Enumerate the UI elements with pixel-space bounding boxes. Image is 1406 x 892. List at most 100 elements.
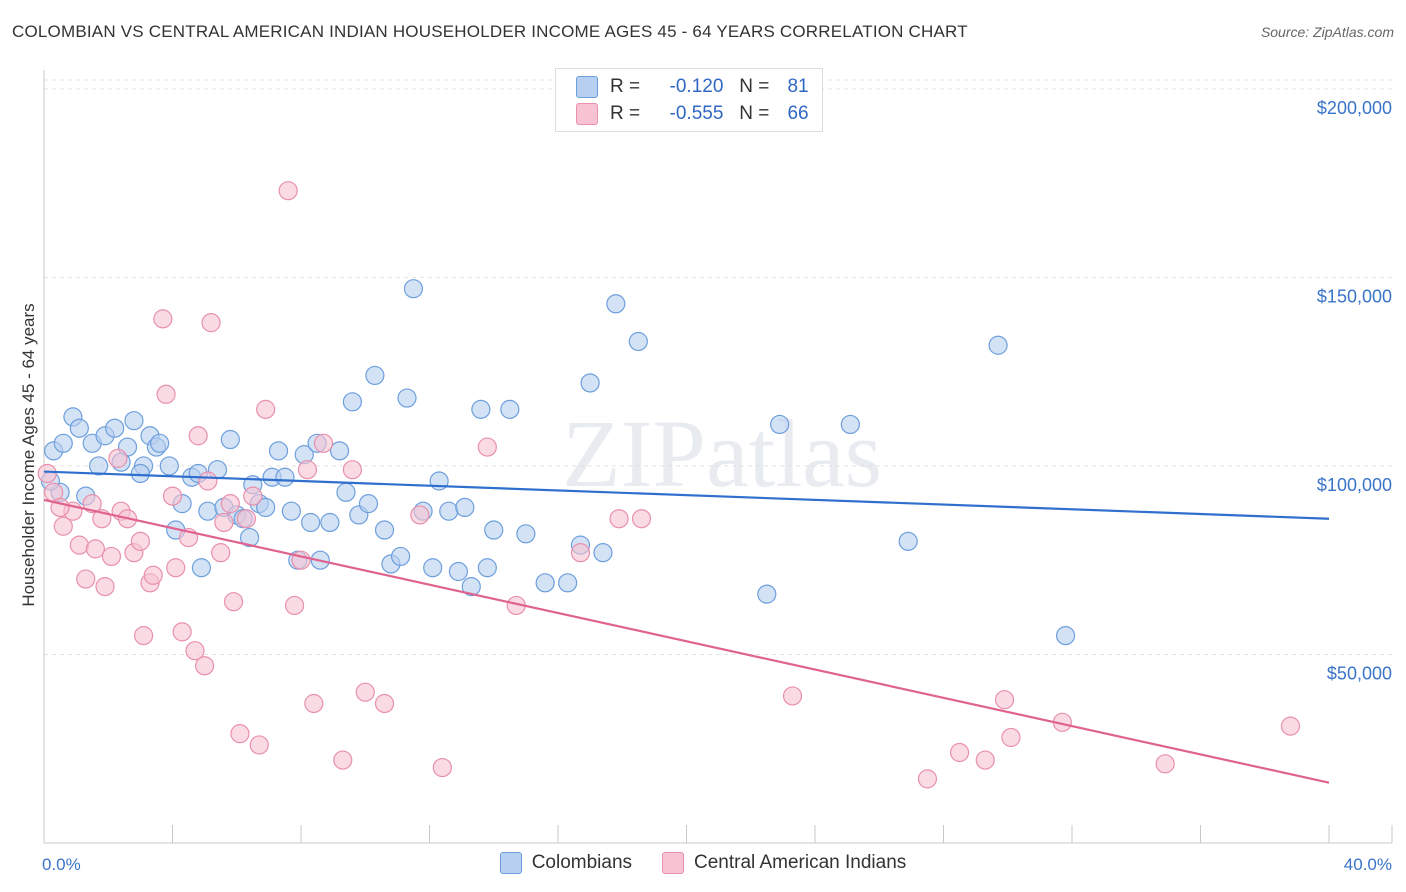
colombian-point: [281, 501, 301, 521]
colombian-trend-line: [43, 470, 1330, 520]
central-american-indian-point: [214, 512, 234, 533]
colombian-point: [898, 531, 918, 551]
central-american-indian-point: [236, 509, 256, 529]
series-legend: Colombians Central American Indians: [0, 852, 1406, 874]
legend-r-label: R =: [610, 103, 641, 124]
x-tick-label-max: 40.0%: [1344, 855, 1392, 874]
central-american-indian-point: [130, 531, 150, 551]
series-legend-colombians: Colombians: [499, 852, 633, 874]
central-american-indian-point: [949, 742, 970, 763]
central-american-indian-point: [188, 426, 208, 446]
source-label: Source: ZipAtlas.com: [1260, 24, 1394, 40]
series-legend-label: Colombians: [531, 852, 633, 873]
colombian-points: [40, 279, 1076, 646]
y-tick-label: $200,000: [1317, 98, 1392, 118]
central-american-indian-point: [917, 769, 938, 789]
y-axis-label: Householder Income Ages 45 - 64 years: [19, 303, 38, 606]
central-american-indian-point: [76, 569, 96, 589]
colombian-point: [53, 433, 73, 453]
colombian-point: [516, 524, 536, 544]
series-swatch-pink: [662, 852, 685, 874]
central-american-indian-point: [143, 565, 163, 585]
colombian-point: [69, 418, 89, 438]
colombian-point: [423, 558, 443, 578]
x-tick-label-min: 0.0%: [42, 855, 81, 874]
colombian-point: [159, 456, 179, 476]
central-american-indian-point: [278, 181, 298, 201]
legend-r-label: R =: [610, 76, 641, 97]
central-american-indian-point: [256, 399, 276, 419]
legend-n-value: 81: [787, 76, 809, 97]
central-american-indian-point: [477, 437, 497, 457]
colombian-point: [580, 373, 600, 393]
chart-title: COLOMBIAN VS CENTRAL AMERICAN INDIAN HOU…: [12, 22, 968, 41]
central-american-indian-point: [230, 724, 250, 744]
central-american-indian-point: [153, 309, 173, 329]
colombian-point: [390, 546, 411, 567]
legend-row-colombians: R = -0.120 N = 81: [576, 75, 809, 99]
colombian-point: [471, 399, 491, 419]
legend-swatch-pink: [576, 103, 598, 125]
colombian-point: [484, 520, 504, 540]
central-american-indian-point: [291, 550, 311, 570]
colombian-point: [757, 584, 777, 604]
central-american-indian-point: [782, 686, 803, 706]
colombian-point: [240, 527, 260, 548]
colombian-point: [275, 467, 295, 487]
central-american-indian-point: [994, 690, 1015, 710]
legend-n-value: 66: [787, 103, 809, 124]
colombian-point: [150, 433, 170, 453]
colombian-point: [535, 573, 555, 593]
colombian-point: [268, 441, 289, 461]
central-american-indian-point: [313, 433, 334, 453]
colombian-point: [397, 388, 417, 408]
legend-n-label: N =: [739, 103, 770, 124]
colombian-point: [448, 561, 469, 582]
colombian-point: [89, 456, 109, 476]
colombian-point: [1055, 626, 1076, 646]
legend-r-value: -0.555: [669, 103, 724, 124]
colombian-point: [770, 414, 790, 435]
central-american-indian-point: [249, 735, 269, 755]
central-american-indian-point: [162, 486, 183, 506]
colombian-point: [628, 331, 648, 352]
legend-n-label: N =: [739, 76, 770, 97]
colombian-point: [358, 494, 379, 514]
colombian-point: [191, 558, 212, 578]
central-american-indian-point: [1280, 716, 1301, 736]
correlation-legend: R = -0.120 N = 81 R = -0.555 N = 66: [555, 68, 823, 132]
colombian-point: [342, 392, 362, 412]
colombian-point: [606, 294, 626, 314]
y-tick-labels: $50,000 $100,000 $150,000 $200,000: [1317, 98, 1392, 684]
central-american-indian-point: [631, 509, 652, 529]
colombian-point: [301, 512, 321, 533]
central-american-indian-point: [355, 682, 375, 702]
central-american-indian-point: [201, 313, 221, 333]
central-american-indian-point: [95, 576, 115, 597]
central-american-indian-point: [172, 622, 192, 642]
central-american-indian-point: [211, 543, 231, 563]
central-american-indian-point: [198, 471, 218, 491]
central-american-indian-point: [374, 693, 395, 714]
colombian-point: [477, 558, 497, 578]
central-american-indian-points: [37, 181, 1301, 789]
central-american-indian-point: [304, 693, 324, 714]
colombian-point: [593, 543, 613, 563]
central-american-indian-point: [82, 494, 102, 514]
central-american-indian-point: [297, 460, 318, 480]
series-legend-central-american-indians: Central American Indians: [662, 852, 906, 874]
colombian-point: [220, 429, 240, 450]
central-american-indian-point: [410, 505, 430, 525]
central-american-indian-point: [133, 626, 154, 646]
colombian-point: [988, 335, 1008, 355]
colombian-point: [461, 576, 481, 597]
central-american-indian-point: [69, 535, 89, 555]
central-american-indian-point: [570, 543, 591, 563]
x-tick-marks: [172, 825, 1393, 843]
central-american-indian-point: [1001, 727, 1021, 748]
y-tick-label: $100,000: [1317, 475, 1392, 495]
central-american-indian-point: [609, 509, 629, 529]
central-american-indian-point: [432, 757, 452, 778]
colombian-point: [329, 441, 350, 461]
central-american-indian-point: [85, 539, 106, 559]
